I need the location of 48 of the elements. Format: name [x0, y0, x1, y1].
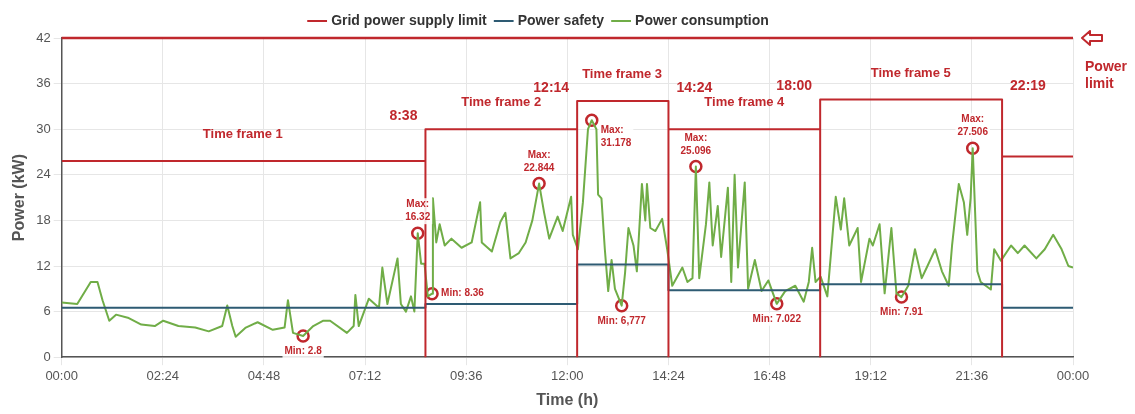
- annotation: Min: 2.8: [284, 345, 323, 357]
- x-tick-label: 04:48: [247, 367, 281, 383]
- annotation: Time frame 4: [704, 94, 786, 110]
- annotation: Min: 8.36: [441, 287, 485, 299]
- annotation: Time frame 1: [202, 126, 283, 142]
- x-tick-label: 00:00: [45, 367, 78, 383]
- x-tick-label: 12:00: [551, 367, 584, 383]
- annotation: Max: 25.096: [680, 131, 712, 156]
- annotation: 8:38: [389, 107, 418, 124]
- legend-label: Grid power supply limit: [331, 11, 488, 28]
- x-tick-label: 02:24: [146, 367, 180, 383]
- annotation: Max: 27.506: [957, 113, 989, 138]
- annotation: 12:14: [533, 78, 570, 95]
- ref-line-label: Power limit: [1085, 57, 1128, 91]
- x-tick-label: 09:36: [449, 367, 483, 383]
- annotation: 18:00: [776, 77, 813, 94]
- annotation: 22:19: [1010, 77, 1047, 94]
- x-tick-label: 07:12: [348, 367, 382, 383]
- x-tick-label: 14:24: [652, 367, 685, 383]
- y-axis-title: Power (kW): [10, 154, 28, 242]
- annotation: 14:24: [676, 78, 713, 95]
- y-tick-label: 30: [36, 120, 51, 136]
- x-tick-label: 16:48: [753, 367, 786, 383]
- y-tick-label: 0: [43, 348, 51, 364]
- point: [410, 226, 425, 240]
- annotation: Max: 22.844: [523, 148, 555, 173]
- annotation: Max: 31.178: [600, 124, 632, 149]
- y-tick-label: 18: [36, 211, 51, 227]
- y-tick-label: 24: [36, 166, 51, 182]
- y-tick-label: 6: [43, 303, 51, 319]
- x-tick-label: 00:00: [1056, 367, 1090, 383]
- annotation: Time frame 3: [582, 66, 663, 82]
- legend-label: Power safety: [517, 11, 605, 28]
- x-tick-label: 21:36: [955, 367, 989, 383]
- annotation: Time frame 5: [870, 64, 951, 80]
- annotation: Min: 7.91: [880, 306, 924, 318]
- x-tick-label: 19:12: [854, 367, 888, 383]
- annotation: Min: 7.022: [752, 313, 802, 325]
- annotation: Max: 16.32: [405, 198, 431, 223]
- legend-label: Power consumption: [635, 11, 769, 28]
- y-tick-label: 12: [36, 257, 51, 273]
- y-tick-label: 36: [36, 75, 51, 91]
- point: [965, 141, 980, 155]
- y-tick-label: 42: [36, 29, 51, 45]
- annotation: Time frame 2: [461, 94, 542, 110]
- point: [689, 159, 703, 174]
- annotation: Min: 6,777: [597, 314, 647, 326]
- x-axis-title: Time (h): [536, 390, 599, 408]
